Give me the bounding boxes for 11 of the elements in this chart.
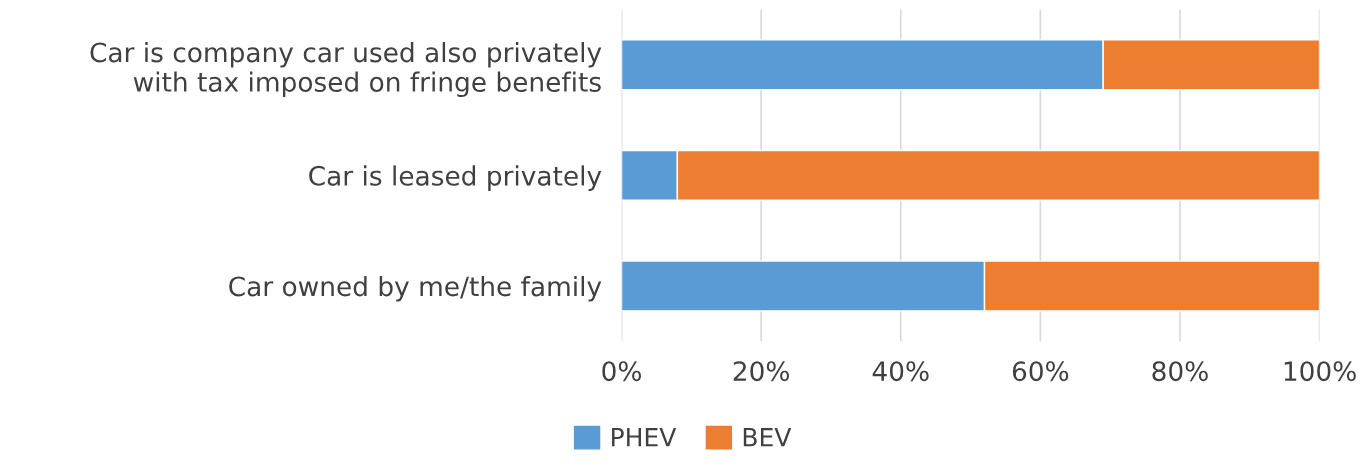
x-tick-label: 80% xyxy=(1152,361,1208,382)
legend-label: BEV xyxy=(743,428,792,447)
y-tick-label: Car is company car used also privately with tax imposed on fringe benefits xyxy=(90,41,602,98)
x-tick-label: 0% xyxy=(602,361,642,382)
y-tick-label: Car owned by me/the family xyxy=(229,275,602,302)
x-tick-label: 60% xyxy=(1012,361,1069,382)
y-tick-label: Car is leased privately xyxy=(309,165,602,191)
x-tick-label: 20% xyxy=(733,361,790,382)
x-tick-label: 40% xyxy=(872,361,929,382)
x-tick-label: 100% xyxy=(1284,361,1356,382)
legend-label: PHEV xyxy=(612,428,677,447)
